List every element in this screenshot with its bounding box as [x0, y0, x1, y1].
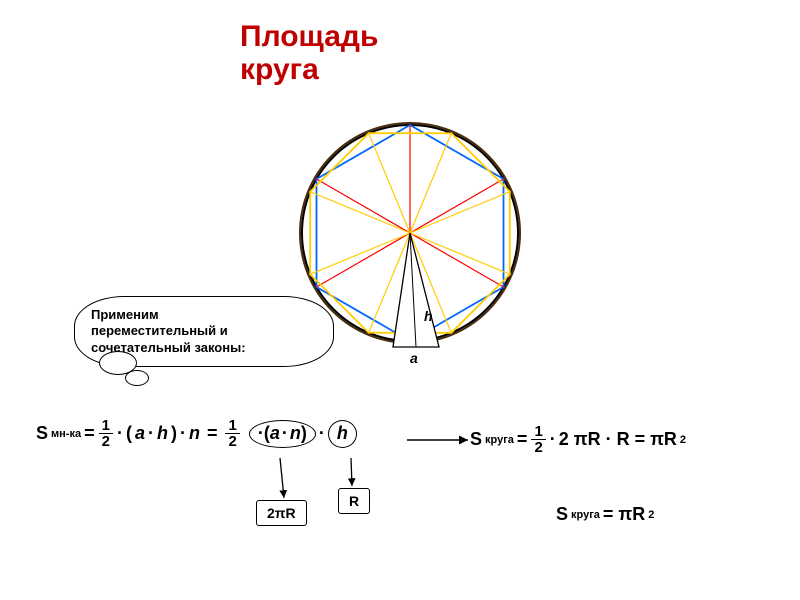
S2-label: S: [470, 429, 482, 450]
cloud-line1: Применим: [91, 307, 159, 322]
cloud-line2: переместительный и: [91, 323, 228, 338]
law-cloud: Применим переместительный и сочетательны…: [74, 296, 334, 367]
label-h: h: [424, 308, 433, 324]
body-2piRR: 2 πR · R = πR: [559, 429, 677, 450]
cloud-line3: сочетательный законы:: [91, 340, 246, 355]
circled-an: · (a · n): [249, 420, 316, 448]
box-2piR: 2πR: [256, 500, 307, 526]
formula-final: Sкруга = πR2: [556, 504, 654, 525]
half-fraction-3: 1 2: [531, 424, 545, 455]
page-title: Площадь круга: [240, 20, 378, 86]
formula-circle-area: Sкруга = 1 2 · 2 πR · R = πR2: [470, 424, 686, 455]
S-label: S: [36, 423, 48, 444]
title-line2: круга: [240, 53, 319, 86]
box-R: R: [338, 488, 370, 514]
circled-h: h: [328, 420, 357, 448]
half-fraction-2: 1 2: [225, 418, 239, 449]
S-sub: мн-ка: [51, 428, 81, 440]
title-line1: Площадь: [240, 20, 378, 53]
S2-sub: круга: [485, 434, 514, 446]
label-a: a: [410, 350, 418, 366]
formula-polygon-area: Sмн-ка = 1 2 · (a · h) · n = 1 2 · (a · …: [36, 418, 357, 449]
half-fraction: 1 2: [99, 418, 113, 449]
